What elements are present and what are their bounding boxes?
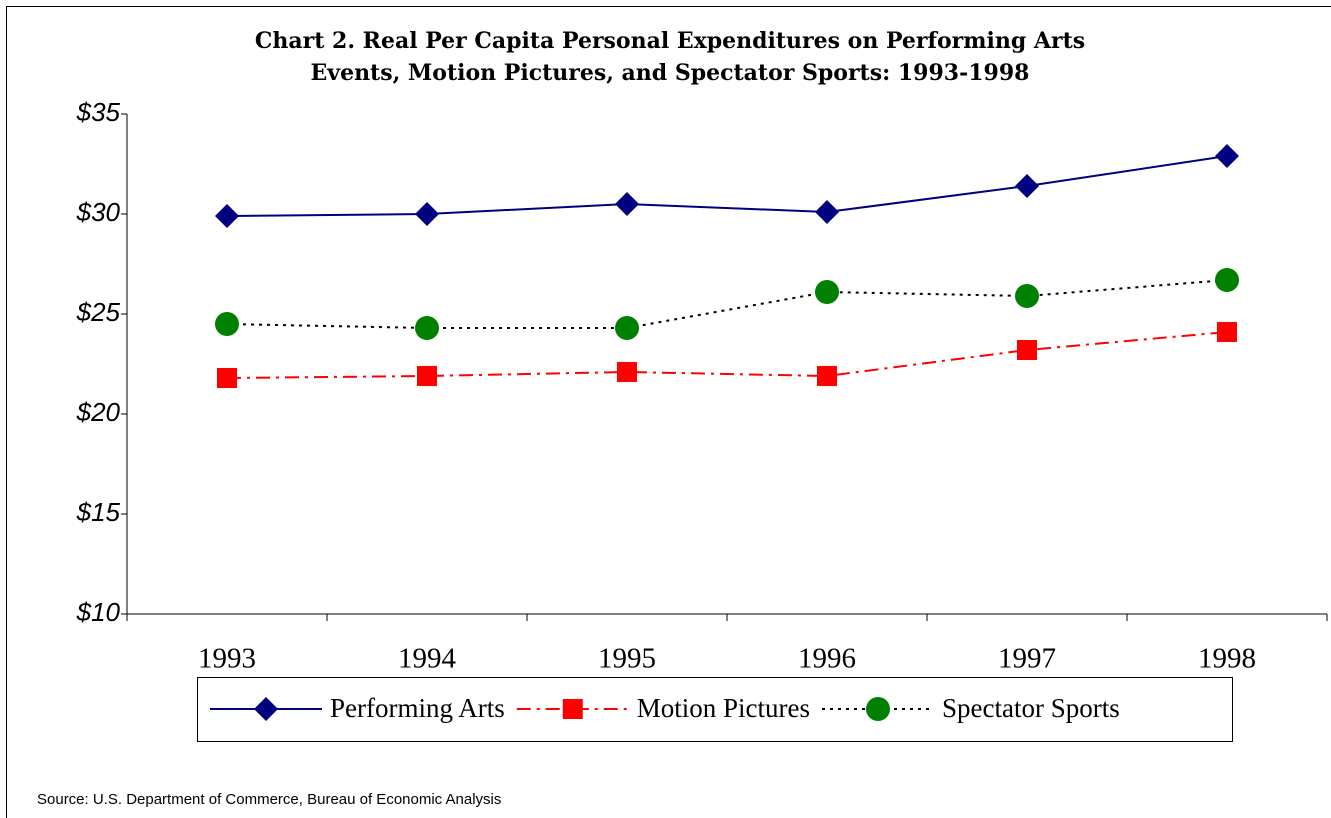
- legend-label: Motion Pictures: [637, 693, 810, 723]
- legend-label: Spectator Sports: [942, 693, 1120, 723]
- x-tick-label: 1993: [198, 643, 256, 675]
- x-tick-label: 1996: [798, 643, 856, 675]
- data-point: [1017, 340, 1037, 360]
- chart-frame: [6, 6, 1331, 818]
- x-tick-label: 1998: [1198, 643, 1256, 675]
- x-tick-label: 1994: [398, 643, 457, 675]
- chart-title: Events, Motion Pictures, and Spectator S…: [311, 60, 1030, 86]
- x-tick-label: 1995: [598, 643, 656, 675]
- legend-label: Performing Arts: [330, 693, 505, 723]
- data-point: [817, 366, 837, 386]
- data-point: [815, 280, 839, 304]
- data-point: [1015, 284, 1039, 308]
- data-point: [617, 362, 637, 382]
- data-point: [415, 316, 439, 340]
- y-tick-label: $20: [76, 397, 121, 427]
- series-line: [226, 331, 1228, 379]
- data-point: [217, 368, 237, 388]
- y-tick-label: $25: [76, 297, 121, 327]
- y-tick-label: $35: [76, 97, 121, 127]
- legend-marker: [254, 697, 278, 721]
- y-tick-label: $15: [76, 497, 121, 527]
- data-point: [615, 316, 639, 340]
- data-point: [615, 192, 639, 216]
- data-point: [1215, 144, 1239, 168]
- y-tick-label: $30: [76, 197, 121, 227]
- series-line: [226, 155, 1228, 217]
- data-point: [417, 366, 437, 386]
- legend-marker: [562, 699, 583, 719]
- data-point: [415, 202, 439, 226]
- x-tick-label: 1997: [998, 643, 1056, 675]
- data-point: [215, 312, 239, 336]
- chart-title: Chart 2. Real Per Capita Personal Expend…: [255, 28, 1085, 54]
- legend: [197, 677, 1233, 742]
- source-note: Source: U.S. Department of Commerce, Bur…: [37, 791, 501, 808]
- y-tick-label: $10: [76, 597, 121, 627]
- data-point: [1015, 174, 1039, 198]
- data-point: [215, 204, 239, 228]
- data-point: [1215, 268, 1239, 292]
- legend-marker: [866, 697, 890, 721]
- series-line: [226, 279, 1228, 329]
- data-point: [815, 200, 839, 224]
- data-point: [1217, 322, 1237, 342]
